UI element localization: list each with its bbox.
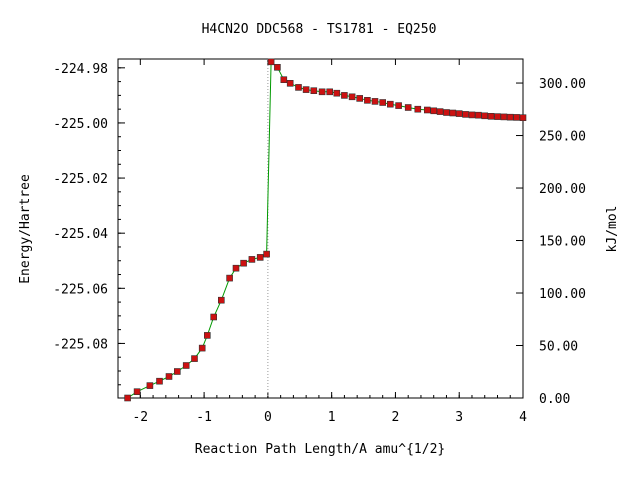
data-point <box>513 114 520 121</box>
data-point <box>494 113 501 120</box>
data-point <box>124 394 131 402</box>
data-point <box>274 64 281 71</box>
x-tick-label: 4 <box>519 410 527 425</box>
x-tick-label: 0 <box>264 410 272 425</box>
y-tick-label: -225.08 <box>53 337 108 352</box>
data-point <box>341 92 348 99</box>
data-point <box>487 113 495 120</box>
data-point <box>414 105 422 113</box>
y2-axis-label: kJ/mol <box>605 206 620 253</box>
data-point <box>133 388 141 396</box>
y-axis-label: Energy/Hartree <box>18 174 33 284</box>
y2-tick-label: 0.00 <box>539 392 570 407</box>
data-point <box>404 104 412 111</box>
data-point <box>318 88 326 96</box>
data-point <box>218 296 225 304</box>
data-point <box>156 377 163 385</box>
data-point <box>430 107 438 115</box>
data-point <box>204 332 211 339</box>
data-point <box>182 362 190 369</box>
data-point <box>468 111 476 119</box>
data-point <box>326 88 334 96</box>
plot-area: -2 -1 0 1 2 3 4 -224.98 -225.00 -225.02 -225.04 -22… <box>53 58 586 425</box>
data-point <box>302 86 310 93</box>
data-point <box>263 250 270 258</box>
data-point <box>443 109 450 116</box>
data-point <box>449 109 457 117</box>
y-tick-label: -225.04 <box>53 227 108 242</box>
data-point <box>462 111 469 118</box>
y-tick-label: -225.06 <box>53 282 108 297</box>
data-point <box>191 355 198 362</box>
data-point <box>256 254 264 261</box>
plot-frame <box>117 58 524 399</box>
data-point <box>280 76 288 83</box>
data-point <box>475 111 482 119</box>
data-point <box>286 80 294 87</box>
data-point <box>210 313 217 321</box>
data-point <box>356 95 364 102</box>
x-tick-label: -1 <box>196 410 212 425</box>
y2-tick-label: 300.00 <box>539 77 586 92</box>
data-point <box>348 93 356 101</box>
y-tick-label: -225.02 <box>53 172 108 187</box>
data-point <box>248 256 256 263</box>
data-point <box>364 97 371 104</box>
data-point <box>240 259 247 267</box>
y-tick-label: -224.98 <box>53 62 108 77</box>
data-point <box>436 108 444 115</box>
x-tick-label: 3 <box>455 410 463 425</box>
x-axis-label: Reaction Path Length/A amu^{1/2} <box>195 442 445 457</box>
data-point <box>295 84 302 91</box>
y2-tick-label: 250.00 <box>539 130 586 145</box>
data-point <box>455 110 463 117</box>
data-point <box>395 102 402 109</box>
data-point <box>174 368 181 375</box>
y2-tick-label: 100.00 <box>539 287 586 302</box>
data-point <box>386 100 394 108</box>
data-point <box>198 344 206 352</box>
x-tick-label: 2 <box>392 410 400 425</box>
y2-tick-label: 150.00 <box>539 235 586 250</box>
data-point <box>165 373 173 380</box>
data-point <box>506 113 514 121</box>
data-point <box>267 58 275 66</box>
chart-title: H4CN2O DDC568 - TS1781 - EQ250 <box>202 22 437 37</box>
y2-tick-label: 50.00 <box>539 340 578 355</box>
data-point <box>146 382 154 389</box>
y-tick-label: -225.00 <box>53 117 108 132</box>
data-point <box>371 98 379 105</box>
data-point <box>226 274 233 282</box>
x-tick-label: 1 <box>328 410 336 425</box>
data-point <box>232 264 240 272</box>
data-point <box>333 89 341 97</box>
data-point <box>310 87 318 94</box>
x-tick-label: -2 <box>132 410 148 425</box>
data-point <box>481 112 489 120</box>
data-point <box>423 106 431 114</box>
y2-tick-label: 200.00 <box>539 182 586 197</box>
data-point <box>379 99 387 106</box>
data-point <box>519 114 527 121</box>
data-point <box>500 113 508 121</box>
